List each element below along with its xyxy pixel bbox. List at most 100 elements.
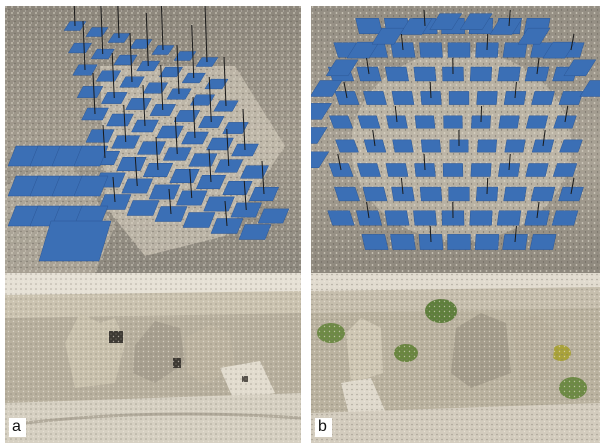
panel-label-a: a bbox=[9, 418, 26, 437]
camera-plane bbox=[327, 210, 355, 226]
camera-plane bbox=[391, 91, 415, 105]
camera-axis bbox=[514, 225, 517, 243]
camera-plane bbox=[551, 210, 579, 226]
camera-plane bbox=[311, 80, 343, 97]
camera-plane bbox=[442, 163, 464, 177]
camera-axis bbox=[82, 20, 86, 71]
camera-axis bbox=[73, 6, 76, 27]
camera-axis bbox=[160, 64, 164, 111]
camera-axis bbox=[429, 225, 432, 243]
camera-axis bbox=[176, 44, 180, 95]
camera-plane bbox=[384, 210, 410, 226]
camera-axis bbox=[208, 148, 212, 183]
terrain-model-view-a bbox=[5, 273, 301, 443]
camera-plane bbox=[156, 125, 184, 139]
camera-plane bbox=[413, 210, 437, 226]
camera-plane bbox=[129, 39, 153, 49]
camera-axis bbox=[508, 9, 511, 27]
camera-axis bbox=[223, 56, 227, 107]
camera-plane bbox=[420, 139, 442, 153]
camera-axis bbox=[243, 180, 247, 211]
camera-plane bbox=[106, 113, 134, 127]
camera-plane bbox=[502, 42, 528, 58]
camera-plane bbox=[204, 78, 229, 90]
camera-plane bbox=[173, 51, 197, 61]
camera-plane bbox=[531, 91, 555, 105]
camera-plane bbox=[476, 91, 498, 105]
camera-plane bbox=[85, 129, 115, 143]
camera-plane bbox=[489, 18, 523, 35]
camera-plane bbox=[325, 59, 359, 77]
camera-axis bbox=[134, 156, 138, 187]
camera-plane bbox=[529, 234, 557, 250]
camera-plane bbox=[384, 66, 410, 82]
camera-axis bbox=[92, 72, 96, 115]
camera-axis bbox=[400, 177, 404, 195]
camera-axis bbox=[155, 136, 159, 171]
camera-plane bbox=[497, 66, 521, 82]
camera-plane bbox=[38, 220, 112, 262]
camera-plane bbox=[443, 115, 463, 129]
camera-axis bbox=[564, 105, 569, 123]
camera-plane bbox=[558, 91, 584, 105]
camera-axes-b bbox=[337, 9, 575, 243]
camera-plane bbox=[311, 127, 328, 144]
camera-plane bbox=[363, 91, 387, 105]
camera-plane bbox=[429, 13, 463, 30]
camera-plane bbox=[116, 157, 147, 171]
camera-axis bbox=[570, 177, 575, 195]
camera-axis bbox=[570, 33, 575, 51]
camera-axis bbox=[480, 105, 483, 123]
camera-plane bbox=[189, 94, 216, 106]
camera-plane bbox=[257, 208, 290, 224]
camera-axis bbox=[486, 33, 489, 51]
camera-axis bbox=[536, 201, 540, 219]
panel-b: b bbox=[311, 6, 600, 443]
panel-a: a bbox=[5, 6, 301, 443]
camera-axes-a bbox=[73, 6, 265, 227]
camera-axis bbox=[102, 124, 106, 159]
camera-axis bbox=[189, 168, 193, 199]
camera-axis bbox=[394, 105, 398, 123]
camera-plane bbox=[361, 234, 389, 250]
camera-axis bbox=[343, 81, 348, 99]
camera-plane bbox=[311, 103, 333, 120]
camera-axis bbox=[160, 6, 164, 51]
camera-plane bbox=[357, 115, 381, 129]
terrain-model-view-b bbox=[311, 273, 600, 443]
camera-axis bbox=[429, 81, 432, 99]
camera-plane bbox=[346, 41, 380, 59]
camera-axis bbox=[423, 9, 426, 27]
camera-plane bbox=[579, 80, 600, 97]
panel-label-b: b bbox=[315, 418, 332, 437]
camera-axis bbox=[174, 116, 178, 155]
camera-axis bbox=[191, 24, 195, 79]
camera-plane bbox=[530, 186, 556, 202]
camera-plane bbox=[355, 18, 383, 34]
camera-plane bbox=[148, 184, 181, 200]
camera-axis bbox=[366, 201, 370, 219]
camera-axis bbox=[226, 128, 230, 167]
camera-plane bbox=[447, 234, 471, 250]
camera-plane bbox=[559, 139, 583, 153]
camera-axis bbox=[423, 153, 426, 171]
camera-planes-a bbox=[7, 21, 290, 262]
camera-plane bbox=[469, 210, 493, 226]
camera-plane bbox=[136, 141, 167, 155]
camera-axis bbox=[112, 176, 116, 203]
camera-plane bbox=[182, 212, 216, 228]
camera-axis bbox=[117, 6, 120, 39]
camera-plane bbox=[414, 115, 436, 129]
camera-plane bbox=[222, 122, 249, 134]
camera-axis bbox=[168, 188, 172, 215]
camera-plane bbox=[552, 163, 578, 177]
camera-plane bbox=[169, 169, 200, 183]
camera-plane bbox=[496, 210, 522, 226]
camera-plane bbox=[95, 70, 122, 82]
camera-plane bbox=[335, 139, 359, 153]
camera-plane bbox=[126, 200, 160, 216]
camera-axis bbox=[542, 129, 546, 147]
camera-plane bbox=[498, 115, 520, 129]
camera-plane bbox=[390, 234, 416, 250]
camera-axis bbox=[372, 129, 376, 147]
